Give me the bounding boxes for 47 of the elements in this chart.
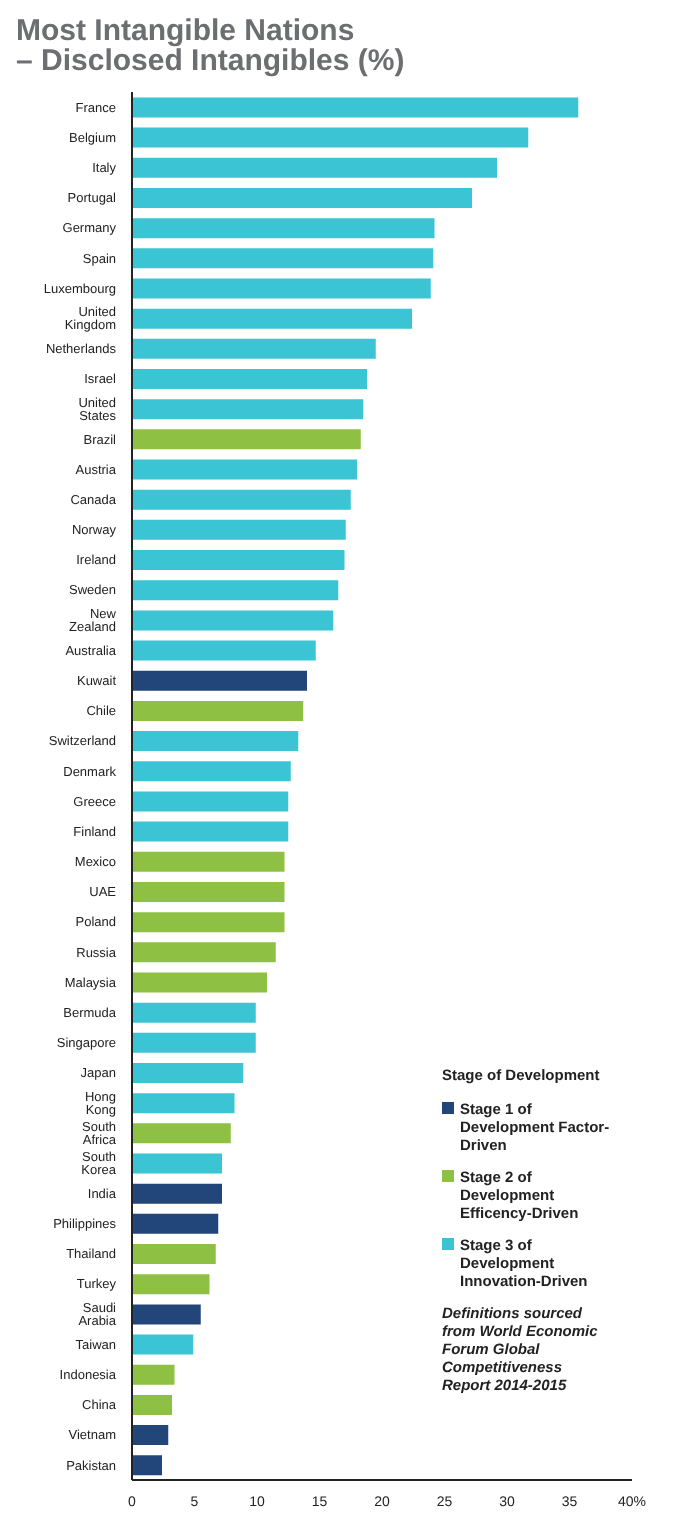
bar (132, 942, 276, 963)
bar (132, 972, 267, 993)
bar (132, 369, 367, 389)
bar (132, 821, 289, 842)
bar (132, 670, 307, 691)
bar (132, 338, 376, 359)
bar (132, 519, 346, 540)
bar (132, 1213, 219, 1234)
bar (132, 1032, 256, 1053)
bar (132, 731, 299, 752)
bar (132, 1002, 256, 1023)
bar (132, 580, 339, 601)
bar (132, 1455, 162, 1476)
bar (132, 278, 431, 299)
bar (132, 1334, 194, 1355)
bar (132, 459, 357, 480)
bar (132, 1153, 222, 1174)
bar (132, 1364, 175, 1385)
bar (132, 881, 285, 902)
bar (132, 791, 289, 812)
bar (132, 1304, 201, 1325)
bar (132, 248, 434, 269)
bar (132, 1093, 235, 1114)
bar (132, 1063, 244, 1083)
bar (132, 127, 529, 148)
bar (132, 489, 351, 510)
bar (132, 187, 472, 208)
bar (132, 761, 291, 782)
bar (132, 1123, 231, 1144)
bar (132, 1425, 169, 1446)
bar (132, 700, 304, 721)
bar (132, 1274, 210, 1295)
bar (132, 97, 579, 118)
bar (132, 1183, 222, 1204)
bar (132, 610, 334, 631)
bar (132, 218, 435, 239)
bar (132, 550, 345, 571)
bar (132, 640, 316, 661)
bar (132, 429, 361, 450)
bar (132, 1244, 216, 1265)
bar (132, 399, 364, 420)
bar (132, 851, 285, 872)
bar (132, 308, 412, 329)
bar (132, 1394, 172, 1415)
chart-title: Most Intangible Nations – Disclosed Intangibles (%) (16, 14, 407, 78)
bar (132, 912, 285, 933)
bar (132, 157, 497, 178)
